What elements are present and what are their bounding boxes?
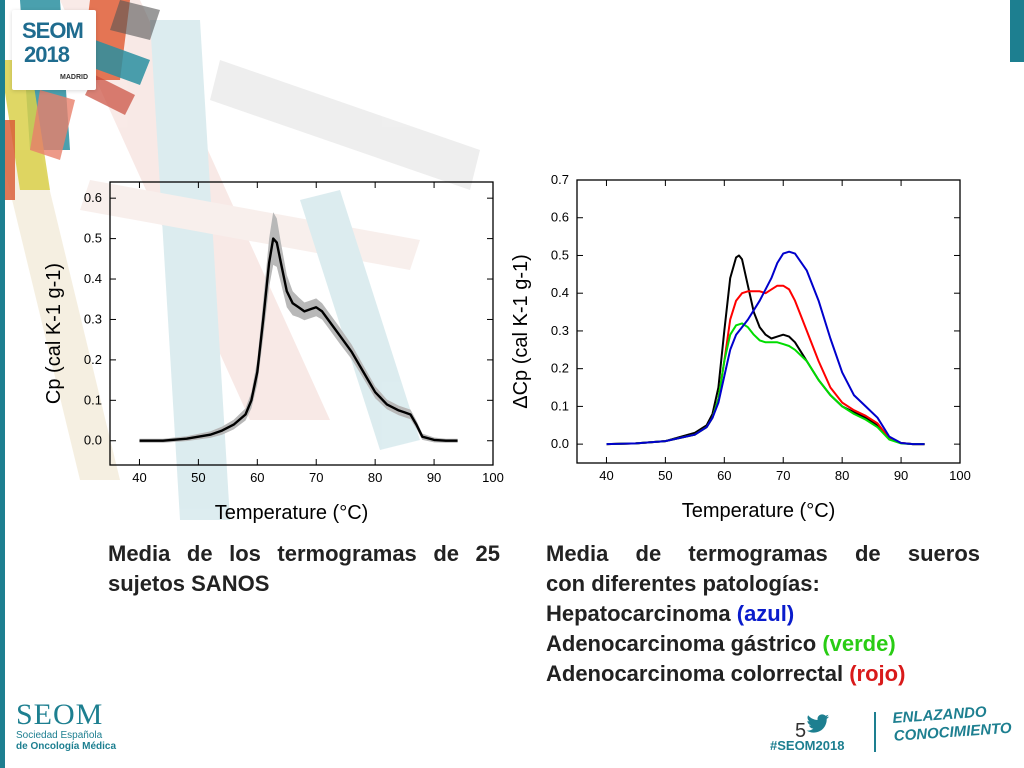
y-tick-label-6: 0.6 bbox=[84, 190, 102, 205]
series-line-1 bbox=[606, 284, 925, 446]
x-tick-label-5: 90 bbox=[894, 468, 908, 483]
x-tick-label-4: 80 bbox=[368, 470, 382, 485]
x-tick-label-3: 70 bbox=[309, 470, 323, 485]
plot-frame bbox=[576, 179, 961, 464]
caption-line4: Adenocarcinoma gástrico (verde) bbox=[546, 629, 980, 659]
x-tick-label-1: 50 bbox=[191, 470, 205, 485]
y-tick-label-3: 0.3 bbox=[551, 323, 569, 338]
caption-colorrectal: Adenocarcinoma colorrectal bbox=[546, 661, 844, 686]
series-line-0 bbox=[606, 254, 925, 446]
y-axis-label: ΔCp (cal K-1 g-1) bbox=[510, 254, 532, 409]
caption-line2: con diferentes patologías: bbox=[546, 571, 820, 596]
caption-line5: Adenocarcinoma colorrectal (rojo) bbox=[546, 659, 980, 689]
seom2018-logo: SEOM 2018 MADRID bbox=[12, 10, 96, 90]
seom-name: SEOM bbox=[16, 698, 104, 731]
y-tick-label-0: 0.0 bbox=[551, 436, 569, 451]
series-line-0 bbox=[139, 237, 458, 442]
x-tick-label-0: 40 bbox=[132, 470, 146, 485]
y-tick-label-1: 0.1 bbox=[551, 398, 569, 413]
seom-footer-logo: SEOM Sociedad Española de Oncología Médi… bbox=[16, 698, 126, 753]
y-tick-label-6: 0.6 bbox=[551, 210, 569, 225]
left-edge-bar bbox=[0, 0, 5, 768]
caption-healthy: Media de los termogramas de 25 sujetos S… bbox=[108, 541, 500, 596]
logo-city: MADRID bbox=[60, 74, 88, 81]
caption-azul: (azul) bbox=[736, 601, 795, 626]
x-tick-label-1: 50 bbox=[658, 468, 672, 483]
y-tick-label-4: 0.4 bbox=[551, 285, 569, 300]
page-number: 5 bbox=[795, 720, 807, 742]
y-tick-label-4: 0.4 bbox=[84, 271, 102, 286]
x-tick-label-4: 80 bbox=[835, 468, 849, 483]
y-tick-label-0: 0.0 bbox=[84, 433, 102, 448]
logo-line2: 2018 bbox=[24, 42, 70, 67]
series-band-0 bbox=[139, 212, 458, 443]
seom-sub2-text: de Oncología Médica bbox=[16, 741, 117, 752]
x-tick-label-5: 90 bbox=[427, 470, 441, 485]
x-axis-label: Temperature (°C) bbox=[215, 502, 369, 524]
x-tick-label-6: 100 bbox=[949, 468, 971, 483]
plot-frame bbox=[109, 181, 494, 466]
footer-divider bbox=[874, 712, 876, 752]
y-axis-label: Cp (cal K-1 g-1) bbox=[43, 263, 65, 404]
caption-line3: Hepatocarcinoma (azul) bbox=[546, 599, 980, 629]
caption-verde: (verde) bbox=[822, 631, 896, 656]
x-tick-label-6: 100 bbox=[482, 470, 504, 485]
thermogram-chart-healthy: 40 50 60 70 80 90 100 0.0 0.1 0.2 0.3 0.4 0.5 0.6 Temp… bbox=[43, 181, 504, 524]
x-tick-label-2: 60 bbox=[717, 468, 731, 483]
series-line-3 bbox=[606, 250, 925, 446]
y-tick-label-7: 0.7 bbox=[551, 172, 569, 187]
y-tick-label-2: 0.2 bbox=[551, 361, 569, 376]
y-tick-label-5: 0.5 bbox=[551, 247, 569, 262]
caption-hepatocarcinoma: Hepatocarcinoma bbox=[546, 601, 731, 626]
hashtag: #SEOM2018 bbox=[770, 738, 845, 753]
y-tick-label-1: 0.1 bbox=[84, 392, 102, 407]
y-tick-label-5: 0.5 bbox=[84, 231, 102, 246]
caption-rojo: (rojo) bbox=[849, 661, 906, 686]
x-tick-label-0: 40 bbox=[599, 468, 613, 483]
y-tick-label-3: 0.3 bbox=[84, 311, 102, 326]
x-axis-label: Temperature (°C) bbox=[682, 500, 836, 522]
y-tick-label-2: 0.2 bbox=[84, 352, 102, 367]
twitter-bird-icon bbox=[806, 714, 829, 733]
caption-line1: Media de termogramas de sueros bbox=[546, 541, 980, 566]
x-tick-label-3: 70 bbox=[776, 468, 790, 483]
caption-gastrico: Adenocarcinoma gástrico bbox=[546, 631, 817, 656]
thermogram-chart-pathologies: 40 50 60 70 80 90 100 0.0 0.1 0.2 0.3 0.4 0.5 0.6 0.7 T… bbox=[510, 172, 971, 522]
logo-line1: SEOM bbox=[22, 18, 84, 43]
right-edge-bar bbox=[1010, 0, 1024, 62]
x-tick-label-2: 60 bbox=[250, 470, 264, 485]
series-line-2 bbox=[606, 322, 925, 446]
seom-sub2: de Oncología Médica bbox=[16, 741, 126, 752]
seom-sub1: Sociedad Española bbox=[16, 730, 103, 741]
caption-pathologies: Media de termogramas de sueros con difer… bbox=[546, 539, 980, 689]
